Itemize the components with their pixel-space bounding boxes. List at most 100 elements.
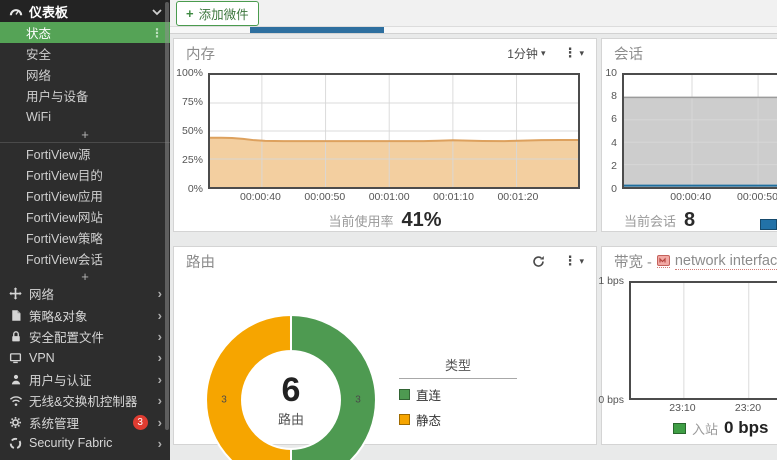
sidebar-item-fortiview-session[interactable]: FortiView会话 xyxy=(0,248,170,269)
routes-widget-title: 路由 xyxy=(186,254,215,271)
gauge-icon xyxy=(8,4,23,19)
sidebar-section-dashboard[interactable]: 仪表板 xyxy=(0,0,170,22)
chevron-right-icon: › xyxy=(157,307,162,323)
sidebar-nav-vpn[interactable]: VPN › xyxy=(0,347,170,368)
horizontal-scrollbar[interactable] xyxy=(170,26,777,34)
x-tick: 00:00:50 xyxy=(737,191,777,203)
add-fortiview-button[interactable]: + xyxy=(81,268,89,284)
sessions-widget-title: 会话 xyxy=(614,46,643,63)
nav-label: 网络 xyxy=(29,288,55,303)
sessions-plot xyxy=(622,73,777,189)
y-tick: 4 xyxy=(611,136,617,149)
y-tick: 75% xyxy=(181,96,203,108)
widget-menu-button[interactable]: ⋮ ▾ xyxy=(563,253,584,269)
add-widget-button[interactable]: + 添加微件 xyxy=(176,0,259,26)
routes-legend: 类型 直连 静态 xyxy=(399,355,517,429)
bandwidth-legend-item: 入站 0 bps xyxy=(673,418,768,438)
widget-menu-button[interactable]: ⋮ ▾ xyxy=(563,45,584,61)
arrows-move-icon xyxy=(8,286,23,301)
x-tick: 00:01:10 xyxy=(433,191,474,203)
legend-label: 静态 xyxy=(416,414,442,428)
caret-down-icon: ▾ xyxy=(540,47,546,58)
nav-label: 用户与认证 xyxy=(29,373,92,388)
sidebar-nav-security-profiles[interactable]: 安全配置文件 › xyxy=(0,326,170,347)
current-sessions-value: 8 xyxy=(684,208,696,231)
sidebar-item-label: FortiView目的 xyxy=(26,169,103,183)
sidebar-item-fortiview-source[interactable]: FortiView源 xyxy=(0,143,170,164)
y-tick: 10 xyxy=(605,67,617,79)
sidebar-item-users-devices[interactable]: 用户与设备 xyxy=(0,85,170,106)
sidebar-item-network-dash[interactable]: 网络 xyxy=(0,64,170,85)
scrollbar-thumb[interactable] xyxy=(250,27,384,33)
legend-item-connected: 直连 xyxy=(399,385,517,404)
x-tick: 00:00:40 xyxy=(670,191,712,203)
routes-legend-title: 类型 xyxy=(399,355,517,379)
current-sessions-label: 当前会话 xyxy=(624,213,677,229)
interface-icon xyxy=(656,254,670,268)
wifi-icon xyxy=(8,393,23,408)
x-tick: 23:20 xyxy=(734,402,762,414)
sidebar-divider xyxy=(0,142,170,143)
sidebar-item-security[interactable]: 安全 xyxy=(0,43,170,64)
fabric-icon xyxy=(8,436,23,451)
slice-value-label: 3 xyxy=(355,394,361,406)
y-tick: 0 bps xyxy=(598,394,624,406)
routes-widget: 路由 ⋮ ▾ 6 路由 3 xyxy=(173,246,597,460)
sidebar: 仪表板 状态 ⋮ 安全 网络 用户与设备 WiFi + FortiView源 F… xyxy=(0,0,170,460)
kebab-icon[interactable]: ⋮ xyxy=(151,25,163,40)
sidebar-section-label: 仪表板 xyxy=(29,4,69,20)
sidebar-item-status[interactable]: 状态 ⋮ xyxy=(0,22,170,43)
add-dashboard-button[interactable]: + xyxy=(81,127,89,142)
sidebar-item-label: FortiView应用 xyxy=(26,190,103,204)
sidebar-item-wifi[interactable]: WiFi xyxy=(0,106,170,127)
sessions-widget-header: 会话 xyxy=(602,39,777,67)
y-tick: 1 bps xyxy=(598,275,624,287)
x-tick: 00:01:20 xyxy=(497,191,539,203)
chevron-down-icon xyxy=(152,4,162,19)
sidebar-item-fortiview-website[interactable]: FortiView网站 xyxy=(0,206,170,227)
sidebar-item-fortiview-application[interactable]: FortiView应用 xyxy=(0,185,170,206)
sidebar-nav-security-fabric[interactable]: Security Fabric › xyxy=(0,433,170,454)
memory-footer: 当前使用率 41% xyxy=(174,205,596,235)
refresh-button[interactable] xyxy=(532,255,545,268)
sidebar-nav-system[interactable]: 系统管理 3 › xyxy=(0,411,170,432)
dashboard-content: 内存 1分钟 ▾ ⋮ ▾ 100% 75% 50% 25% xyxy=(170,34,777,460)
sidebar-item-label: FortiView源 xyxy=(26,148,91,162)
bandwidth-widget-header: 带宽 - network interface (wa xyxy=(602,247,777,275)
chevron-right-icon: › xyxy=(157,350,162,366)
y-tick: 50% xyxy=(181,125,203,137)
caret-down-icon: ▾ xyxy=(579,47,584,58)
memory-widget-header: 内存 1分钟 ▾ ⋮ ▾ xyxy=(174,39,596,67)
y-tick: 2 xyxy=(611,159,617,172)
sidebar-nav-user-auth[interactable]: 用户与认证 › xyxy=(0,369,170,390)
inbound-label: 入站 xyxy=(692,421,719,437)
sidebar-item-fortiview-policy[interactable]: FortiView策略 xyxy=(0,227,170,248)
sidebar-scrollbar[interactable] xyxy=(165,2,169,430)
sidebar-nav-wifi-switch[interactable]: 无线&交换机控制器 › xyxy=(0,390,170,411)
current-usage-label: 当前使用率 xyxy=(328,213,394,229)
interface-name-link[interactable]: network interface (wa xyxy=(674,253,777,270)
sessions-legend-swatch xyxy=(760,219,777,230)
nav-label: 系统管理 xyxy=(29,416,80,431)
interval-dropdown[interactable]: 1分钟 ▾ xyxy=(507,45,545,62)
sidebar-nav-network[interactable]: 网络 › xyxy=(0,283,170,304)
caret-down-icon: ▾ xyxy=(579,255,584,266)
legend-swatch xyxy=(673,422,686,434)
sessions-chart-row: 10 8 6 4 2 0 xyxy=(602,67,777,195)
memory-widget: 内存 1分钟 ▾ ⋮ ▾ 100% 75% 50% 25% xyxy=(173,38,597,232)
y-tick: 100% xyxy=(176,67,203,79)
nav-label: Security Fabric xyxy=(29,436,113,451)
inbound-value: 0 bps xyxy=(724,418,769,437)
add-widget-label: 添加微件 xyxy=(198,7,249,22)
sidebar-item-fortiview-destination[interactable]: FortiView目的 xyxy=(0,164,170,185)
bandwidth-widget: 带宽 - network interface (wa 1 bps 0 bps xyxy=(598,246,777,445)
y-tick: 25% xyxy=(181,154,203,166)
plus-icon: + xyxy=(186,5,194,21)
routes-widget-header: 路由 ⋮ ▾ xyxy=(174,247,596,275)
x-tick: 00:00:40 xyxy=(240,191,281,203)
sidebar-nav-policy-objects[interactable]: 策略&对象 › xyxy=(0,304,170,325)
notification-badge: 3 xyxy=(132,414,148,430)
